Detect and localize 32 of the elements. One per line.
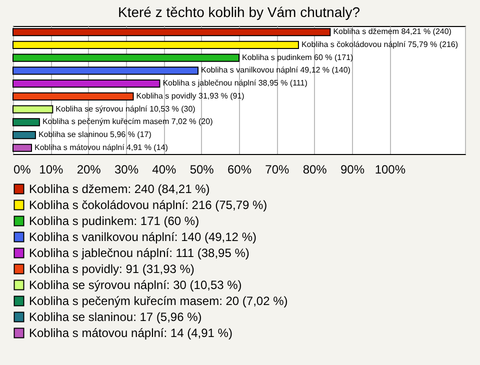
legend-label: Kobliha s čokoládovou náplní: 216 (75,79 %) <box>29 198 268 212</box>
legend-label: Kobliha s pečeným kuřecím masem: 20 (7,02 %) <box>29 294 288 308</box>
data-label: Kobliha se sýrovou náplní 10,53 % (30) <box>56 104 196 114</box>
x-tick-label: 10% <box>39 162 64 176</box>
x-tick-label: 100% <box>374 162 406 176</box>
data-label: Kobliha s džemem 84,21 % (240) <box>333 27 452 36</box>
x-tick-label: 90% <box>340 162 365 176</box>
data-label: Kobliha s povidly 31,93 % (91) <box>136 91 245 100</box>
x-tick-label: 0% <box>14 162 32 176</box>
data-label: Kobliha s jablečnou náplní 38,95 % (111) <box>162 78 308 88</box>
legend-label: Kobliha s džemem: 240 (84,21 %) <box>29 182 210 196</box>
data-label: Kobliha s mátovou náplní 4,91 % (14) <box>34 142 168 152</box>
legend-label: Kobliha s povidly: 91 (31,93 %) <box>29 262 194 276</box>
data-label: Kobliha s čokoládovou náplní 75,79 % (216) <box>301 40 458 49</box>
legend-label: Kobliha se slaninou: 17 (5,96 %) <box>29 310 202 324</box>
data-label: Kobliha s vanilkovou náplní 49,12 % (140) <box>201 66 351 75</box>
chart-title: Které z těchto koblih by Vám chutnaly? <box>118 4 360 20</box>
data-label: Kobliha se slaninou 5,96 % (17) <box>38 130 152 140</box>
legend-label: Kobliha s jablečnou náplní: 111 (38,95 %) <box>29 246 250 260</box>
x-tick-label: 30% <box>114 162 139 176</box>
x-tick-label: 60% <box>227 162 252 176</box>
legend-label: Kobliha s mátovou náplní: 14 (4,91 %) <box>29 326 232 340</box>
data-label: Kobliha s pudinkem 60 % (171) <box>242 52 354 62</box>
legend-label: Kobliha s pudinkem: 171 (60 %) <box>29 214 200 228</box>
legend-label: Kobliha se sýrovou náplní: 30 (10,53 %) <box>29 278 242 292</box>
x-tick-label: 70% <box>265 162 290 176</box>
legend-label: Kobliha s vanilkovou náplní: 140 (49,12 %) <box>29 230 256 244</box>
data-label: Kobliha s pečeným kuřecím masem 7,02 % (20) <box>42 117 214 126</box>
x-tick-label: 40% <box>152 162 176 176</box>
x-tick-label: 50% <box>190 162 214 176</box>
x-tick-label: 80% <box>302 162 328 176</box>
x-tick-label: 20% <box>76 162 102 176</box>
